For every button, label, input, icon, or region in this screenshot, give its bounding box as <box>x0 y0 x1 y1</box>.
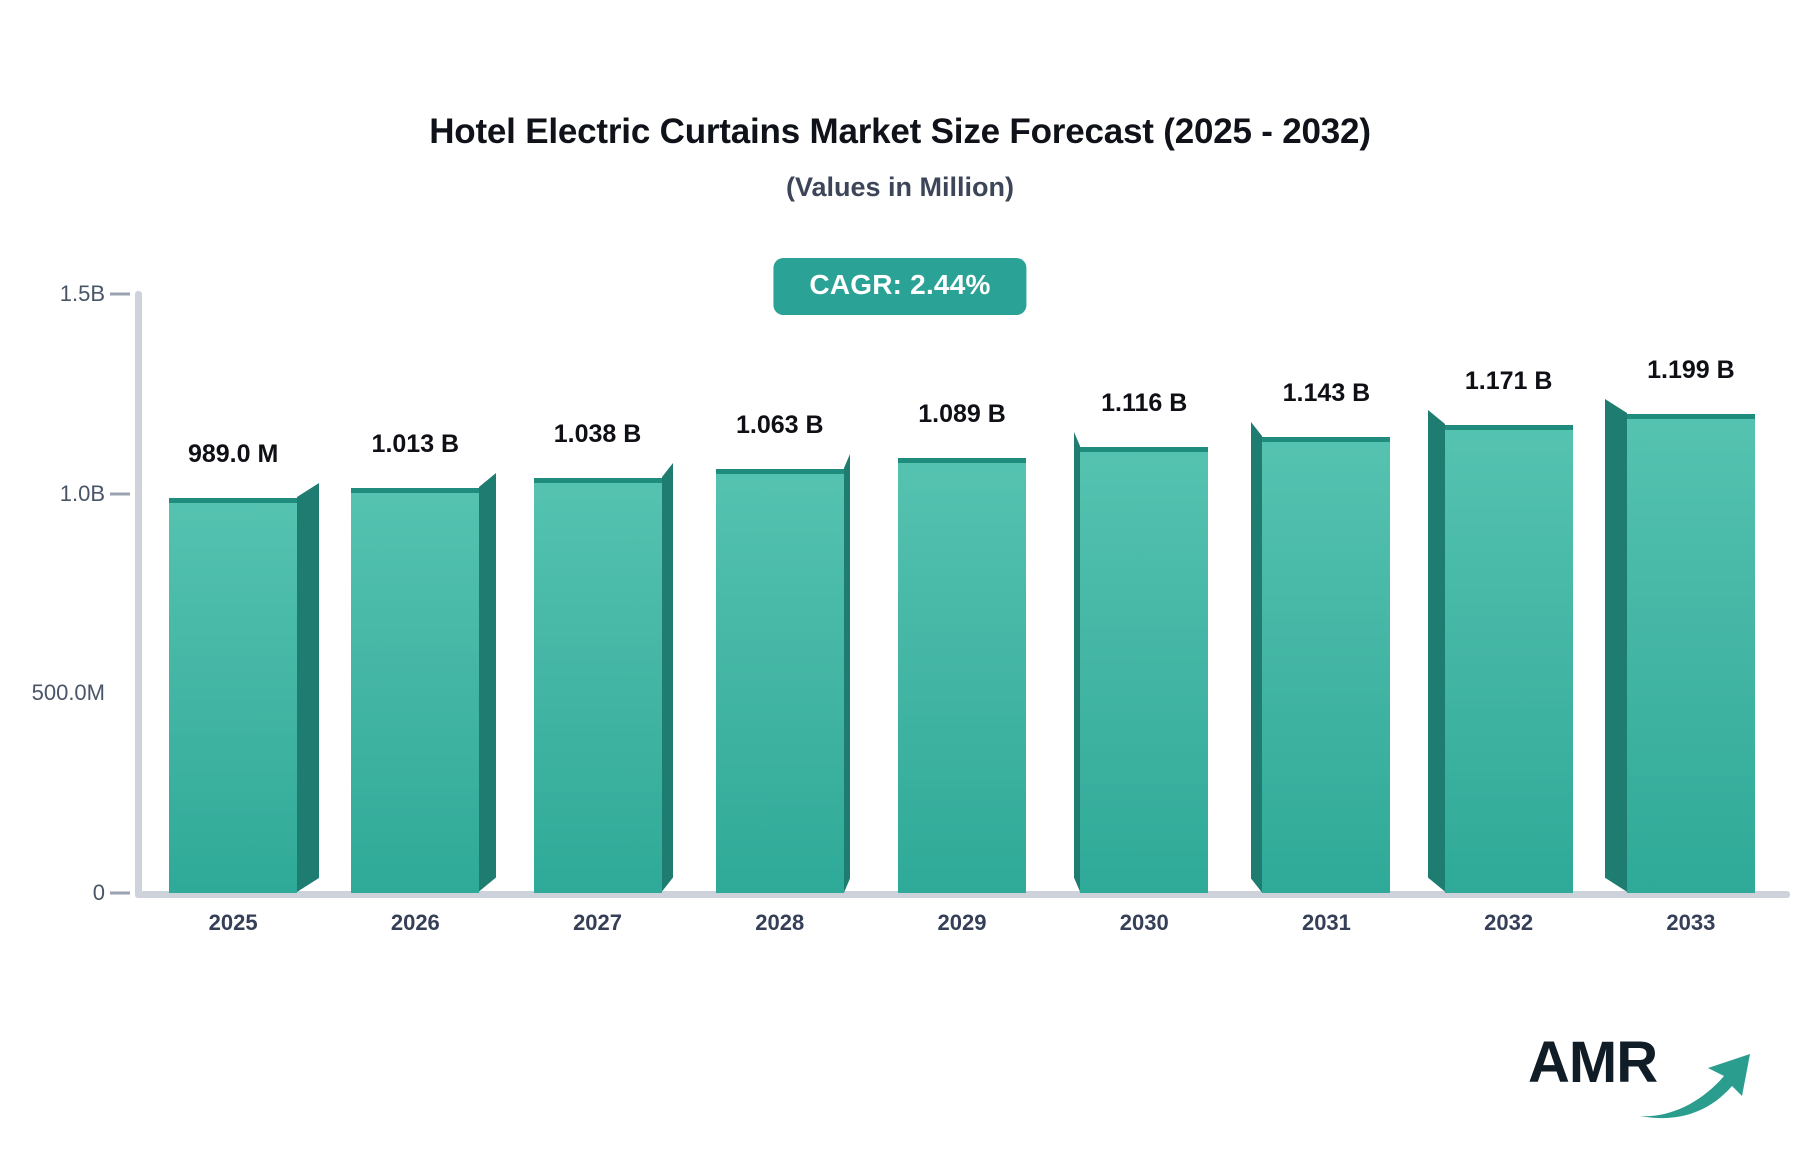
x-axis-tick-label: 2032 <box>1484 910 1534 935</box>
bar-2028 <box>715 453 850 893</box>
bar-value-label: 1.063 B <box>735 410 824 439</box>
bar-value-label: 1.038 B <box>553 420 642 449</box>
bar-front-face <box>169 498 298 893</box>
bar-side-face <box>297 483 320 892</box>
x-axis-tick-label: 2028 <box>755 910 805 935</box>
y-axis-line <box>135 291 142 898</box>
bar-top-edge <box>1444 425 1573 431</box>
bar-front-face <box>715 468 844 893</box>
y-axis-tick-mark <box>110 492 130 496</box>
bar-value-label: 1.171 B <box>1464 367 1553 396</box>
bar-top-edge <box>1080 447 1209 453</box>
bar-top-edge <box>1626 414 1755 420</box>
bar-top-edge <box>351 488 480 494</box>
bar-front-face <box>351 488 480 893</box>
bar-top-edge <box>1262 436 1391 442</box>
y-axis-tick-label: 0 <box>92 880 105 905</box>
bar-value-label: 989.0 M <box>187 440 279 469</box>
bar-side-face <box>1074 432 1081 892</box>
bar-top-edge <box>169 498 298 504</box>
y-axis-tick-label: 1.0B <box>59 480 105 506</box>
x-axis-tick-label: 2033 <box>1666 910 1716 935</box>
bar-value-label: 1.199 B <box>1647 356 1735 385</box>
logo-wordmark: AMR <box>1528 1030 1658 1095</box>
x-axis-tick-label: 2031 <box>1301 910 1351 935</box>
y-axis-tick-mark <box>110 292 130 296</box>
bar-side-face <box>661 463 673 892</box>
x-axis-tick-label: 2027 <box>573 910 623 935</box>
y-axis-tick-label: 1.5B <box>59 281 105 306</box>
x-axis-tick-label: 2025 <box>208 910 258 935</box>
bar-2030 <box>1074 432 1209 893</box>
bar-top-edge <box>715 468 844 474</box>
bar-2027 <box>533 463 673 893</box>
x-axis-tick-label: 2029 <box>937 910 987 935</box>
x-axis-tick-label: 2030 <box>1119 910 1169 935</box>
cagr-badge: CAGR: 2.44% <box>773 258 1027 315</box>
y-axis-tick-mark <box>110 891 130 895</box>
bar-front-face <box>1444 425 1573 893</box>
x-axis-tick-label: 2026 <box>390 910 440 935</box>
bar-value-label: 1.143 B <box>1282 378 1371 407</box>
bar-2026 <box>351 473 497 893</box>
growth-arrow-icon <box>1640 1054 1750 1119</box>
bar-2032 <box>1427 410 1573 893</box>
bar-front-face <box>533 478 662 893</box>
bar-side-face <box>843 453 850 892</box>
bar-value-label: 1.116 B <box>1101 389 1188 418</box>
bar-2025 <box>169 483 320 893</box>
bar-2033 <box>1604 399 1755 893</box>
bar-side-face <box>1604 399 1627 892</box>
bar-top-edge <box>898 458 1026 464</box>
amr-logo: AMR <box>1528 1030 1758 1120</box>
bar-side-face <box>479 473 497 892</box>
x-axis-line <box>135 891 1790 898</box>
bar-value-label: 1.013 B <box>371 430 460 459</box>
bar-2029 <box>898 444 1026 893</box>
bar-front-face <box>1080 447 1209 893</box>
bar-front-face <box>898 458 1026 893</box>
y-axis-tick-label: 500.0M <box>31 680 105 706</box>
page-title: Hotel Electric Curtains Market Size Fore… <box>429 112 1371 151</box>
bar-2031 <box>1251 421 1391 893</box>
bar-side-face <box>1427 410 1445 892</box>
bar-front-face <box>1626 414 1755 893</box>
bar-side-face <box>1251 421 1263 892</box>
chart-subtitle: (Values in Million) <box>785 172 1015 202</box>
bar-value-label: 1.089 B <box>918 400 1006 429</box>
bar-front-face <box>1262 436 1391 893</box>
bar-top-edge <box>533 478 662 484</box>
